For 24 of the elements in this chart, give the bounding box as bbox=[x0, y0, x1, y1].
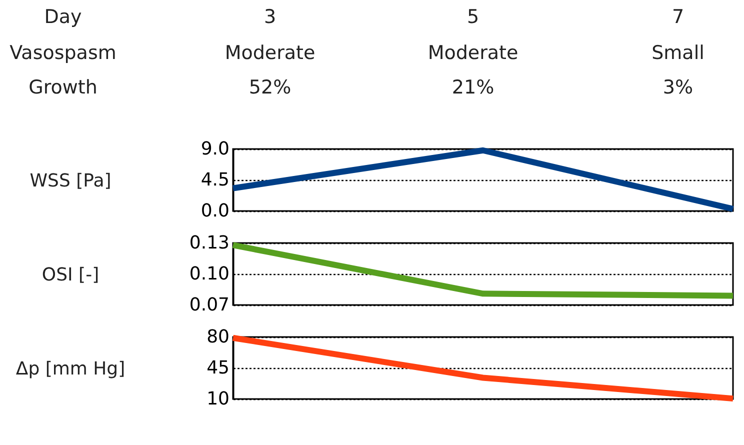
text: 5 bbox=[466, 6, 480, 28]
text: Moderate bbox=[224, 42, 316, 64]
text: 52% bbox=[248, 76, 292, 99]
text: 7 bbox=[672, 6, 684, 28]
y-tick-label: 9.0 bbox=[200, 138, 230, 160]
text: 21% bbox=[452, 76, 494, 99]
y-axis-title: OSI [-] bbox=[42, 264, 100, 286]
y-tick-label: 45 bbox=[206, 358, 230, 378]
text: 3% bbox=[662, 76, 694, 99]
text: Vasospasm bbox=[10, 42, 116, 64]
y-axis-title: Δp [mm Hg] bbox=[16, 358, 126, 380]
y-tick-label: 0.0 bbox=[200, 200, 230, 222]
text: Growth bbox=[28, 76, 98, 99]
y-tick-label: 0.13 bbox=[189, 232, 230, 254]
text: Day bbox=[44, 6, 82, 28]
y-axis-title: WSS [Pa] bbox=[30, 170, 112, 192]
text: Small bbox=[652, 42, 704, 64]
y-tick-label: 4.5 bbox=[200, 170, 230, 190]
y-tick-label: 0.10 bbox=[189, 264, 230, 284]
y-tick-label: 80 bbox=[206, 326, 230, 348]
text: 3 bbox=[264, 6, 276, 28]
text: Moderate bbox=[428, 42, 518, 64]
y-tick-label: 10 bbox=[206, 388, 230, 410]
y-tick-label: 0.07 bbox=[189, 294, 230, 316]
